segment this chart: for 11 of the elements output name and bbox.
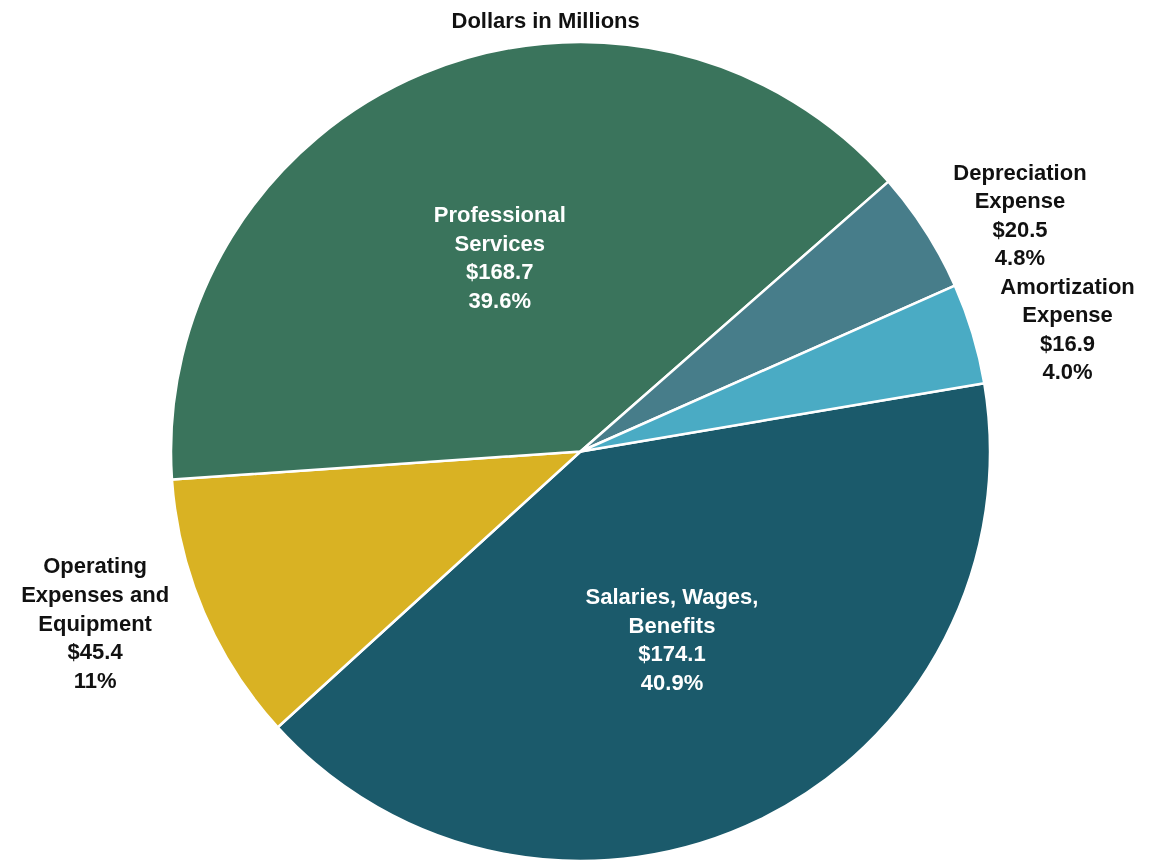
slice-label: Amortization Expense <box>1000 273 1135 328</box>
slice-label: Salaries, Wages, Benefits <box>585 583 759 638</box>
chart-title: Dollars in Millions <box>451 8 640 34</box>
data-label: $174.1 40.9% <box>638 641 706 695</box>
data-label: $45.4 11% <box>67 639 124 693</box>
slice-label: Depreciation Expense <box>953 159 1087 214</box>
data-label: $20.5 4.8% <box>992 216 1048 271</box>
slice-label: Operating Expenses and Equipment <box>21 553 170 636</box>
slice-label: Professional Services <box>433 201 566 256</box>
data-label: $16.9 4.0% <box>1040 330 1096 385</box>
data-label: $168.7 39.6% <box>466 259 534 313</box>
